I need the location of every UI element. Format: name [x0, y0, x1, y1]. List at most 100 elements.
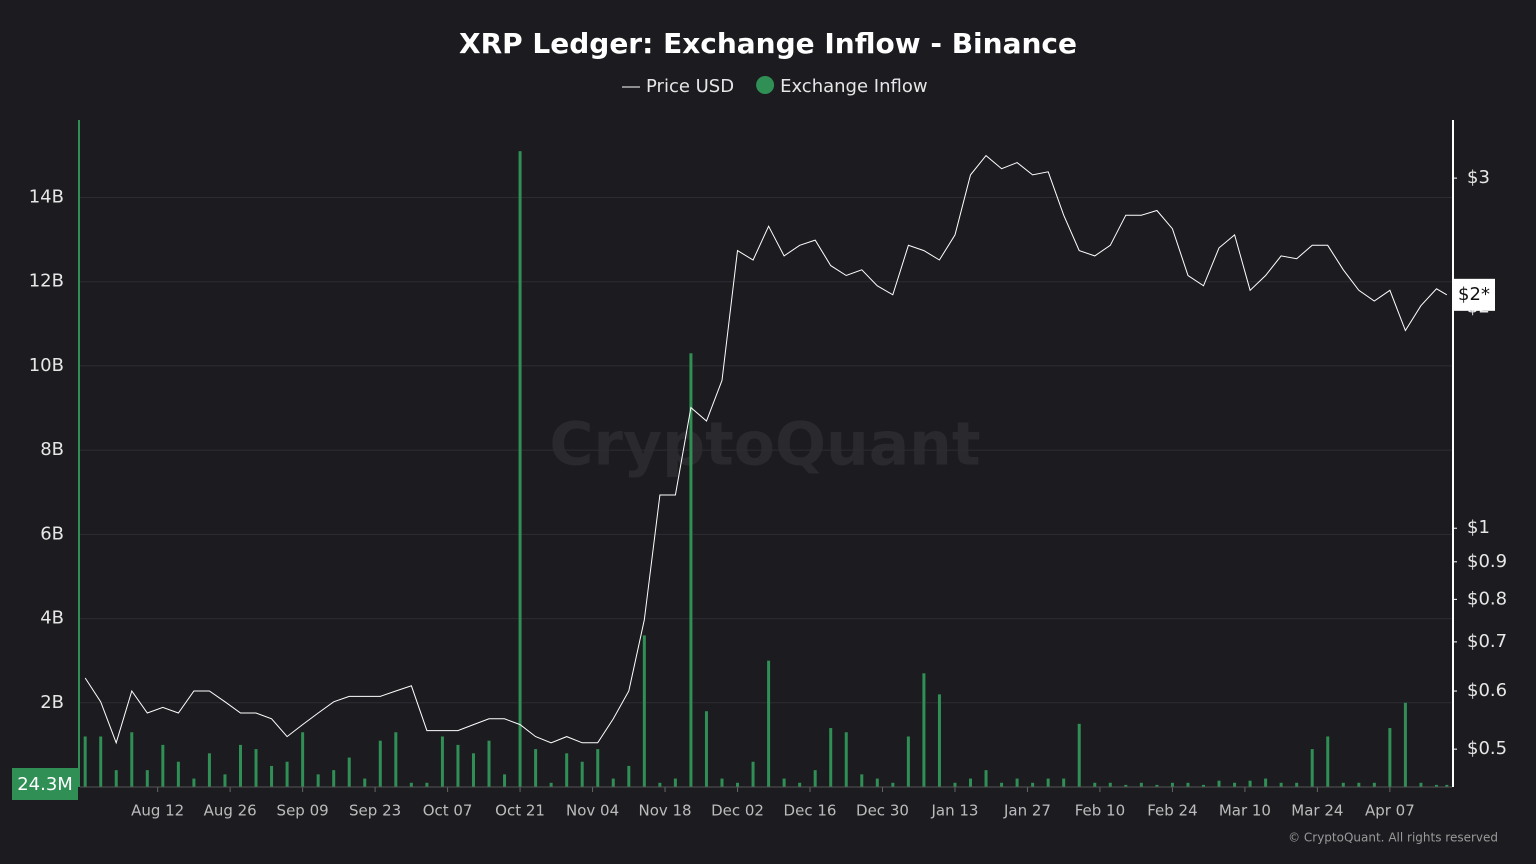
- bar: [875, 778, 879, 787]
- x-tick-label: Jan 13: [930, 802, 978, 820]
- bar: [1108, 782, 1112, 787]
- watermark: CryptoQuant: [549, 410, 980, 480]
- x-tick-label: Aug 26: [204, 802, 257, 820]
- bar: [347, 757, 351, 787]
- bar: [767, 660, 771, 787]
- bar: [1403, 702, 1407, 787]
- x-tick-label: Dec 02: [711, 802, 764, 820]
- x-tick-label: Mar 24: [1291, 802, 1343, 820]
- bar: [1000, 782, 1004, 787]
- bar: [1124, 784, 1128, 787]
- bar: [891, 782, 895, 787]
- bar: [301, 732, 305, 787]
- bar: [1015, 778, 1019, 787]
- bar: [1046, 778, 1050, 787]
- bar: [1434, 784, 1438, 787]
- y2-tick-label: $0.5: [1467, 738, 1507, 759]
- bar: [285, 761, 289, 787]
- bar: [720, 778, 724, 787]
- bar: [1326, 736, 1330, 787]
- x-tick-label: Oct 21: [495, 802, 545, 820]
- y2-tick-label: $0.9: [1467, 551, 1507, 572]
- bar: [161, 744, 165, 787]
- bar: [658, 782, 662, 787]
- bar: [642, 635, 646, 787]
- chart-title: XRP Ledger: Exchange Inflow - Binance: [459, 27, 1077, 60]
- bar: [316, 774, 320, 787]
- bar: [813, 770, 817, 787]
- y2-tick-label: $1: [1467, 517, 1490, 538]
- bar: [83, 736, 87, 787]
- x-tick-label: Dec 30: [856, 802, 909, 820]
- bar: [1248, 780, 1252, 787]
- bar: [1233, 782, 1237, 787]
- x-tick-label: Sep 09: [277, 802, 329, 820]
- last-price-label: $2*: [1458, 284, 1490, 305]
- bar: [130, 732, 134, 787]
- bar: [1419, 782, 1423, 787]
- y2-tick-label: $0.7: [1467, 631, 1507, 652]
- bar: [829, 728, 833, 787]
- bar: [906, 736, 910, 787]
- y-tick-label: 10B: [29, 355, 64, 376]
- bar: [782, 778, 786, 787]
- x-tick-label: Jan 27: [1003, 802, 1051, 820]
- bar: [409, 782, 413, 787]
- bar: [254, 749, 258, 787]
- bar: [751, 761, 755, 787]
- bar: [176, 761, 180, 787]
- x-tick-label: Nov 18: [638, 802, 691, 820]
- legend-swatch: [756, 76, 775, 94]
- bar: [1264, 778, 1268, 787]
- y-tick-label: 12B: [29, 271, 64, 292]
- bar: [378, 740, 382, 787]
- bar: [1372, 782, 1376, 787]
- y-tick-label: 2B: [40, 692, 64, 713]
- bar: [1295, 782, 1299, 787]
- bar: [596, 749, 600, 787]
- bar: [844, 732, 848, 787]
- bar: [207, 753, 211, 787]
- x-tick-label: Oct 07: [423, 802, 473, 820]
- bar: [1357, 782, 1361, 787]
- y-tick-label: 14B: [29, 186, 64, 207]
- bar: [1031, 782, 1035, 787]
- bar: [969, 778, 973, 787]
- x-tick-label: Dec 16: [784, 802, 837, 820]
- bar: [1186, 782, 1190, 787]
- y2-tick-label: $0.8: [1467, 588, 1507, 609]
- legend-label: Exchange Inflow: [780, 76, 927, 97]
- bar: [1310, 749, 1314, 787]
- x-tick-label: Apr 07: [1365, 802, 1415, 820]
- bar: [1341, 782, 1345, 787]
- x-tick-label: Sep 23: [349, 802, 401, 820]
- bar: [1155, 784, 1159, 787]
- bar: [238, 744, 242, 787]
- bar: [1170, 782, 1174, 787]
- bar: [1445, 784, 1449, 787]
- bar: [425, 782, 429, 787]
- bar: [456, 744, 460, 787]
- bar: [99, 736, 103, 787]
- bar: [937, 694, 941, 787]
- bar: [984, 770, 988, 787]
- bar: [471, 753, 475, 787]
- bar: [1201, 784, 1205, 787]
- bar: [503, 774, 507, 787]
- bar: [1279, 782, 1283, 787]
- bar: [580, 761, 584, 787]
- bar: [922, 673, 926, 787]
- legend-label: Price USD: [646, 76, 734, 97]
- bar: [332, 770, 336, 787]
- x-tick-label: Feb 24: [1147, 802, 1197, 820]
- y-tick-label: 4B: [40, 608, 64, 629]
- bar: [394, 732, 398, 787]
- y-tick-label: 6B: [40, 523, 64, 544]
- bar: [953, 782, 957, 787]
- footer: © CryptoQuant. All rights reserved: [1288, 831, 1498, 845]
- bar: [223, 774, 227, 787]
- y-tick-label: 8B: [40, 439, 64, 460]
- y2-tick-label: $0.6: [1467, 680, 1507, 701]
- bar: [1217, 780, 1221, 787]
